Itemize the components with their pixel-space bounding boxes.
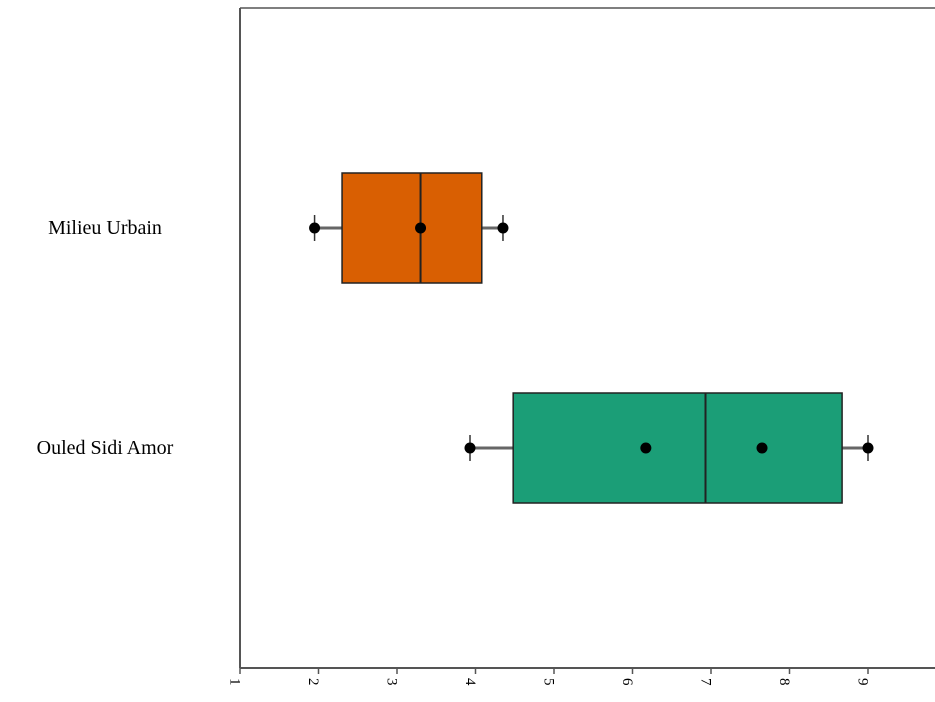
iqr-box	[512, 392, 843, 504]
plot-area	[240, 8, 935, 668]
x-tick-label: 6	[619, 678, 635, 686]
boxes	[309, 172, 874, 504]
x-axis-ticks: 1 2 3 4 5 6 7 8 9	[227, 668, 871, 686]
data-point	[309, 222, 321, 234]
category-labels: Milieu Urbain Ouled Sidi Amor	[37, 217, 174, 459]
x-tick-label: 4	[462, 678, 478, 686]
x-tick-label: 5	[541, 678, 557, 686]
x-tick-label: 2	[305, 678, 321, 686]
data-point	[640, 442, 652, 454]
x-tick-label: 9	[855, 678, 871, 686]
x-tick-label: 1	[227, 678, 243, 686]
data-point	[862, 442, 874, 454]
data-point	[464, 442, 476, 454]
box-group	[309, 172, 509, 284]
iqr-box	[341, 172, 483, 284]
data-point	[415, 222, 427, 234]
box-group	[464, 392, 874, 504]
data-point	[497, 222, 509, 234]
x-tick-label: 3	[384, 678, 400, 686]
x-tick-label: 7	[698, 678, 714, 686]
category-label: Milieu Urbain	[48, 217, 162, 239]
category-label: Ouled Sidi Amor	[37, 437, 174, 459]
data-point	[756, 442, 768, 454]
x-tick-label: 8	[776, 678, 792, 686]
